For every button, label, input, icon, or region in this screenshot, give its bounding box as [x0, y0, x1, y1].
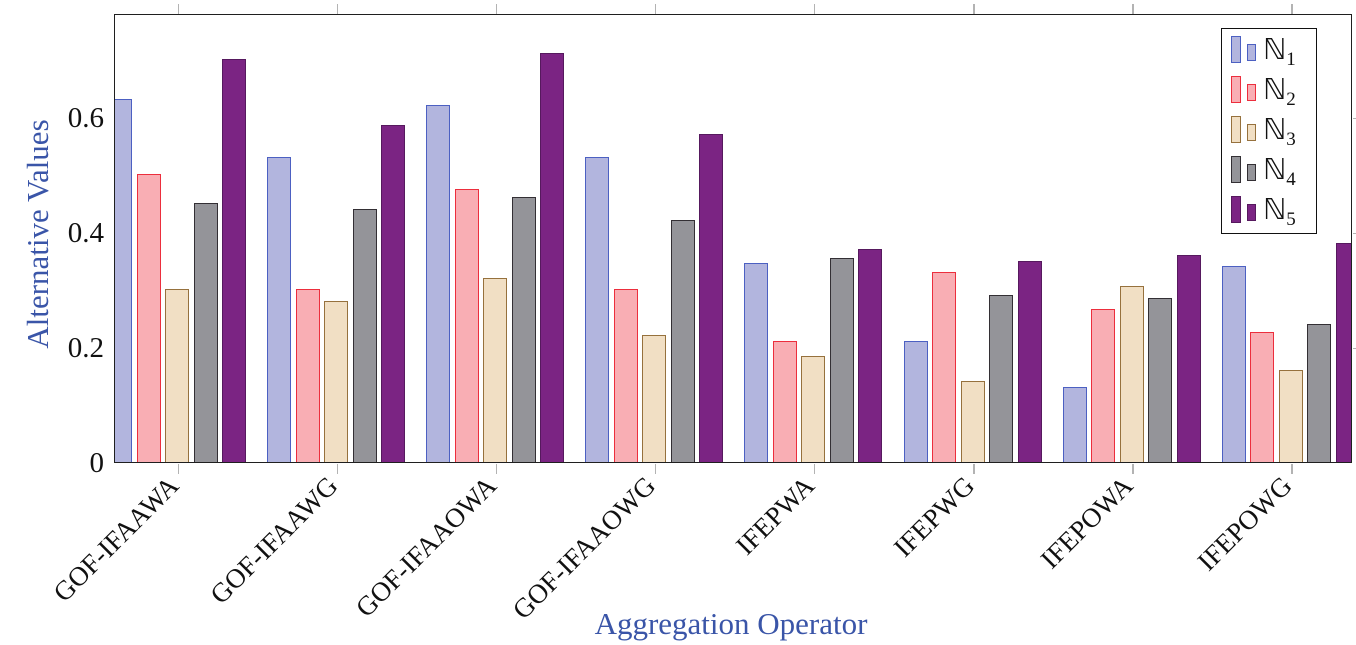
legend-swatch-icon [1231, 36, 1241, 63]
legend-swatch-icon [1247, 204, 1256, 221]
legend-row-N1: ℕ1 [1222, 29, 1316, 69]
y-tick-right [1352, 232, 1356, 235]
bar-N3-IFEPWA [801, 356, 826, 462]
bar-N4-IFEPWG [989, 295, 1013, 462]
bars-layer [115, 15, 1351, 462]
bar-N3-IFEPOWA [1119, 286, 1144, 462]
x-tick-top [1291, 3, 1293, 14]
x-category-label: IFEPOWA [1034, 470, 1139, 575]
bar-N2-IFEPOWG [1250, 332, 1275, 462]
legend-label: ℕ4 [1263, 152, 1296, 190]
bar-N2-IFEPOWA [1091, 309, 1116, 462]
y-axis-label: Alternative Values [20, 119, 55, 349]
y-tick-right [1352, 347, 1356, 350]
plot-frame [114, 14, 1352, 463]
x-tick-top [973, 3, 975, 14]
x-tick-bottom [495, 463, 498, 474]
legend-swatch-icon [1247, 84, 1256, 101]
bar-N5-IFEPWG [1017, 261, 1042, 462]
legend-swatch-icon [1247, 44, 1256, 61]
x-category-label: IFEPOWG [1191, 470, 1298, 577]
legend-row-N5: ℕ5 [1222, 189, 1316, 229]
x-tick-top [177, 3, 180, 14]
bar-N2-GOF-IFAAWG [295, 289, 320, 462]
bar-N4-GOF-IFAAOWA [511, 197, 536, 462]
legend-label: ℕ3 [1263, 112, 1296, 150]
legend-swatch-icon [1231, 76, 1241, 103]
x-tick-top [1132, 3, 1134, 14]
bar-N3-GOF-IFAAOWG [642, 335, 667, 462]
x-category-label: GOF-IFAAOWG [506, 470, 662, 625]
bar-N1-IFEPOWG [1221, 266, 1246, 462]
legend-swatch-icon [1231, 116, 1241, 143]
legend-row-N3: ℕ3 [1222, 109, 1316, 149]
bar-N3-IFEPOWG [1278, 370, 1303, 462]
x-tick-bottom [336, 463, 339, 474]
x-tick-top [495, 3, 498, 14]
legend-row-N2: ℕ2 [1222, 69, 1316, 109]
bar-N1-GOF-IFAAWA [115, 99, 133, 462]
x-category-label: GOF-IFAAOWA [350, 470, 503, 623]
bar-N3-GOF-IFAAOWA [483, 278, 508, 462]
bar-N1-IFEPWA [744, 263, 769, 462]
bar-N5-GOF-IFAAOWG [699, 134, 724, 462]
bar-N5-IFEPWA [858, 249, 883, 462]
legend-swatch-icon [1231, 196, 1241, 223]
x-tick-bottom [1291, 463, 1293, 474]
bar-N2-IFEPWA [772, 341, 797, 462]
bar-N4-GOF-IFAAOWG [670, 220, 695, 462]
legend-label: ℕ1 [1263, 32, 1296, 70]
bar-N2-IFEPWG [932, 272, 956, 462]
bar-N4-IFEPOWG [1307, 324, 1332, 462]
x-category-label: IFEPWA [730, 470, 821, 561]
x-category-label: GOF-IFAAWA [47, 470, 185, 608]
bar-N1-GOF-IFAAWG [267, 157, 292, 462]
x-axis-label: Aggregation Operator [594, 606, 868, 641]
bar-N3-IFEPWG [960, 381, 985, 462]
bar-N3-GOF-IFAAWA [165, 289, 190, 462]
legend: ℕ1 ℕ2 ℕ3 ℕ4 ℕ5 [1221, 28, 1317, 234]
y-tick-right [1352, 117, 1356, 120]
bar-N2-GOF-IFAAOWG [613, 289, 638, 462]
x-tick-bottom [177, 463, 180, 474]
bar-N4-IFEPWA [829, 258, 854, 462]
legend-row-N4: ℕ4 [1222, 149, 1316, 189]
bar-N5-GOF-IFAAWG [381, 125, 406, 462]
bar-N1-GOF-IFAAOWA [426, 105, 451, 462]
x-category-label: IFEPWG [887, 470, 980, 563]
legend-label: ℕ2 [1263, 72, 1296, 110]
bar-N3-GOF-IFAAWG [324, 301, 349, 462]
x-tick-bottom [973, 463, 975, 474]
bar-N1-IFEPWG [903, 341, 928, 462]
y-tick-label: 0.2 [67, 331, 104, 364]
x-tick-bottom [1132, 463, 1134, 474]
bar-N5-GOF-IFAAOWA [540, 53, 565, 462]
x-tick-top [654, 3, 657, 14]
x-tick-bottom [654, 463, 657, 474]
y-tick-label: 0 [89, 447, 105, 479]
y-tick-label: 0.4 [67, 216, 104, 249]
bar-N1-IFEPOWA [1062, 387, 1087, 462]
bar-N5-IFEPOWG [1335, 243, 1351, 462]
y-tick-label: 0.6 [67, 101, 104, 134]
legend-swatch-icon [1231, 156, 1241, 183]
legend-label: ℕ5 [1263, 192, 1296, 230]
bar-N5-IFEPOWA [1176, 255, 1201, 462]
legend-swatch-icon [1247, 124, 1256, 141]
bar-N1-GOF-IFAAOWG [585, 157, 610, 462]
bar-N4-GOF-IFAAWA [193, 203, 218, 462]
x-tick-top [336, 3, 339, 14]
bar-N5-GOF-IFAAWA [222, 59, 247, 462]
legend-swatch-icon [1247, 164, 1256, 181]
bar-N2-GOF-IFAAOWA [454, 189, 479, 462]
bar-N4-IFEPOWA [1148, 298, 1173, 462]
x-category-label: GOF-IFAAWG [204, 470, 344, 610]
bar-N4-GOF-IFAAWG [352, 209, 377, 462]
bar-N2-GOF-IFAAWA [136, 174, 161, 462]
x-tick-bottom [813, 463, 816, 474]
x-tick-top [813, 3, 816, 14]
